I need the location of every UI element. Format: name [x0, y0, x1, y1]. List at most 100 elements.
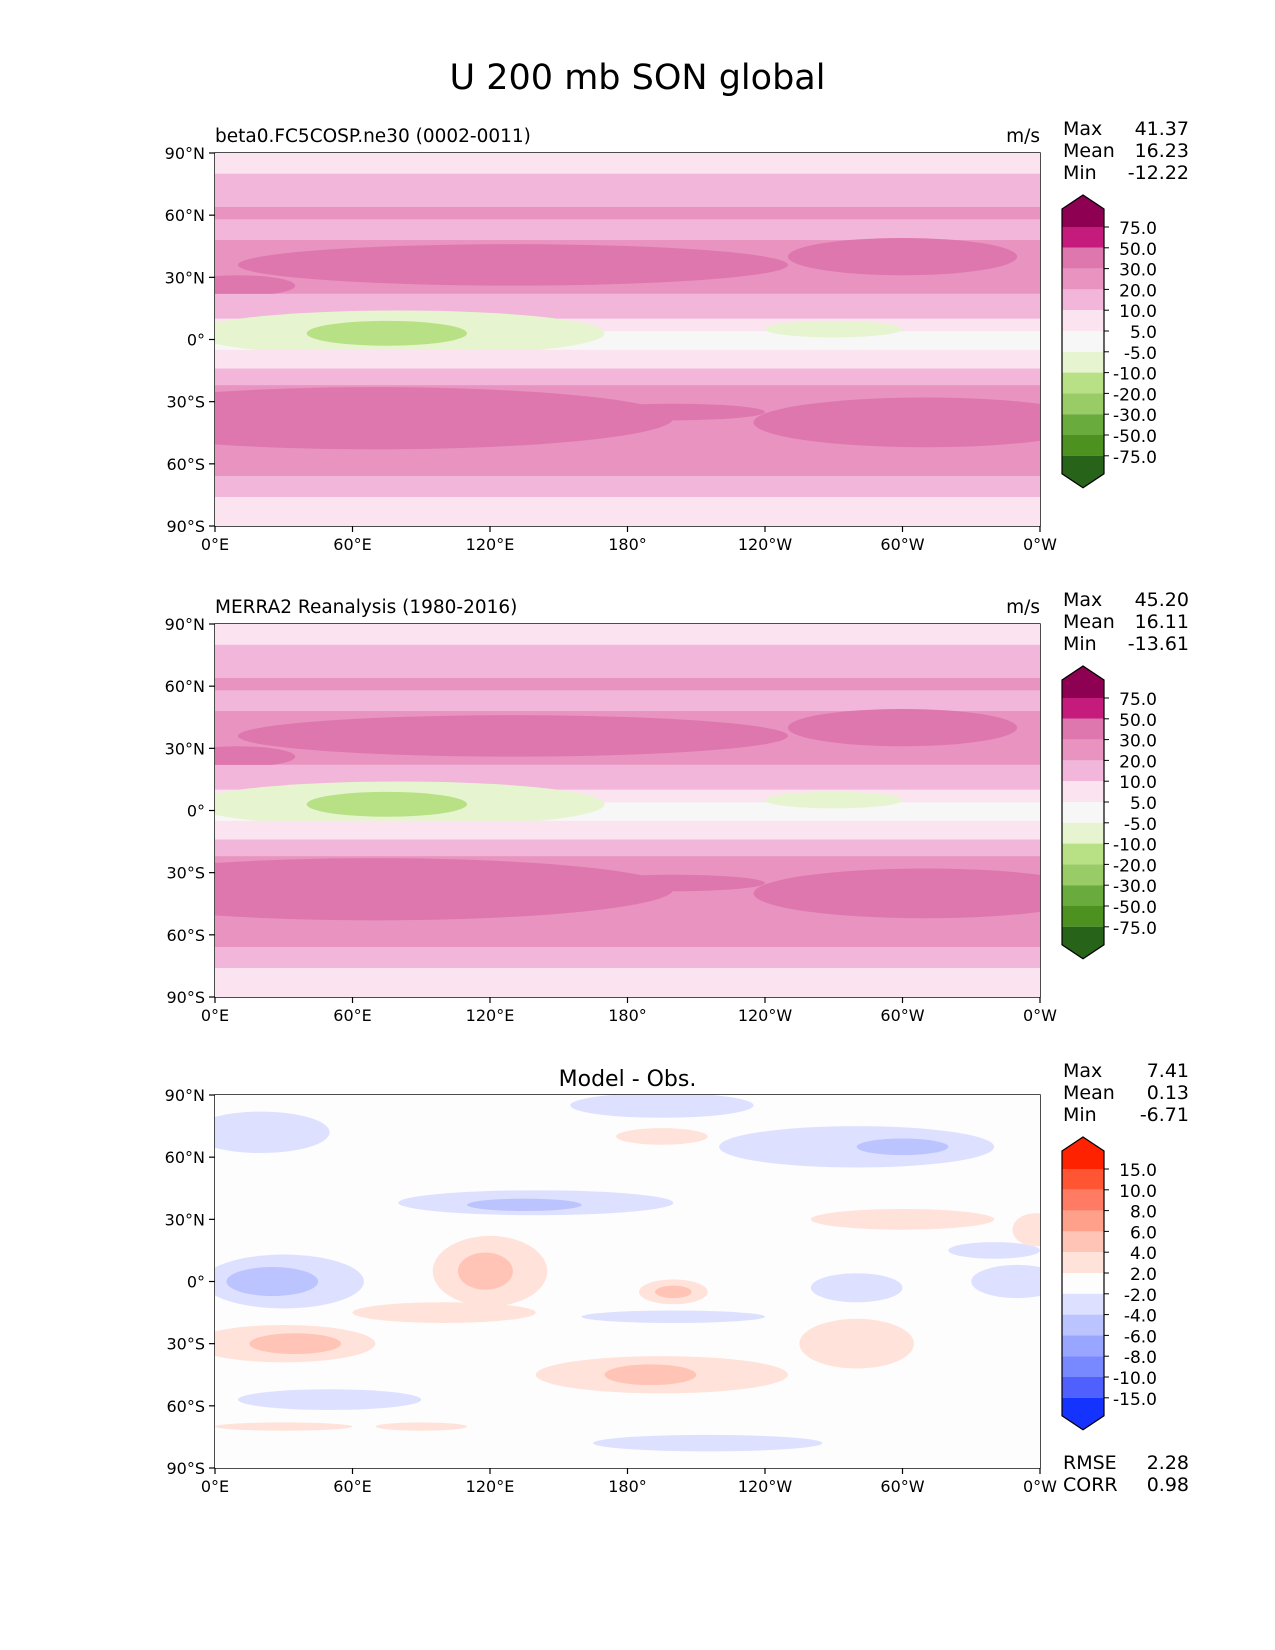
colorbar-tick-label: -8.0	[1124, 1348, 1157, 1368]
x-tick-label: 60°W	[880, 535, 924, 554]
colorbar-tick-label: 75.0	[1119, 690, 1157, 710]
colorbar: 75.050.030.020.010.05.0-5.0-10.0-20.0-30…	[1061, 194, 1157, 489]
stat-label-mean: Mean	[1063, 611, 1115, 633]
field-pos-region	[457, 1252, 513, 1290]
x-tick-label: 120°E	[466, 535, 515, 554]
y-tick-label: 0°	[187, 802, 205, 821]
colorbar-segment	[1062, 227, 1104, 248]
panel-title: Model - Obs.	[559, 1067, 697, 1092]
map-field-test	[215, 153, 1040, 526]
field-band	[215, 219, 1040, 241]
field-easterly-region	[306, 791, 468, 817]
y-tick-label: 30°S	[166, 1335, 205, 1354]
field-pos-region	[604, 1364, 697, 1386]
field-band	[215, 967, 1040, 997]
colorbar-tick-label: 5.0	[1130, 323, 1157, 343]
stat-value-max: 45.20	[1135, 589, 1189, 611]
stat-value-rmse: 2.28	[1147, 1452, 1189, 1474]
colorbar-tick-label: 75.0	[1119, 219, 1157, 239]
colorbar-segment	[1062, 1293, 1104, 1315]
colorbar-segment	[1062, 435, 1104, 456]
colorbar-segment	[1062, 698, 1104, 719]
stat-value-mean: 16.23	[1135, 140, 1189, 162]
colorbar-tick-label: -75.0	[1113, 448, 1157, 468]
colorbar-outline	[1061, 665, 1105, 960]
colorbar-segment	[1062, 1252, 1104, 1273]
stat-label-min: Min	[1063, 1104, 1097, 1126]
x-tick-label: 0°W	[1023, 1006, 1057, 1025]
field-band	[215, 349, 1040, 369]
y-tick-label: 30°S	[166, 864, 205, 883]
field-neg-region	[226, 1266, 319, 1297]
colorbar-tick-label: -10.0	[1113, 836, 1157, 856]
field-band	[215, 476, 1040, 497]
y-tick-label: 30°N	[165, 739, 205, 758]
colorbar-tick-label: -15.0	[1113, 1390, 1157, 1410]
colorbar-tick-label: 10.0	[1119, 302, 1157, 322]
colorbar-segment	[1062, 1169, 1104, 1190]
colorbar-tick-label: 5.0	[1130, 794, 1157, 814]
colorbar-tick-label: 50.0	[1119, 240, 1157, 260]
field-band	[215, 820, 1040, 840]
colorbar-top-extension	[1062, 195, 1104, 227]
colorbar-segment	[1062, 1210, 1104, 1232]
colorbar-segment	[1062, 310, 1104, 331]
colorbar-segment	[1062, 1231, 1104, 1253]
colorbar: 75.050.030.020.010.05.0-5.0-10.0-20.0-30…	[1061, 665, 1157, 960]
field-band	[215, 624, 1040, 645]
colorbar-top-extension	[1062, 1137, 1104, 1169]
y-tick-label: 90°N	[165, 144, 205, 163]
colorbar-bottom-extension	[1062, 1397, 1104, 1430]
field-band	[215, 173, 1040, 207]
y-tick-label: 90°S	[166, 517, 205, 536]
colorbar-tick-label: -2.0	[1124, 1286, 1157, 1306]
field-jet-core	[215, 275, 296, 296]
stat-value-min: -13.61	[1128, 633, 1189, 655]
field-easterly-region	[306, 320, 468, 346]
colorbar-segment	[1062, 247, 1104, 269]
stat-value-min: -6.71	[1140, 1104, 1189, 1126]
x-tick-label: 0°E	[201, 1477, 229, 1496]
colorbar-segment	[1062, 864, 1104, 886]
colorbar-tick-label: -10.0	[1113, 1369, 1157, 1389]
colorbar-tick-label: 30.0	[1119, 732, 1157, 752]
y-tick-label: 90°S	[166, 988, 205, 1007]
x-tick-label: 60°E	[333, 1477, 371, 1496]
y-tick-label: 30°N	[165, 1210, 205, 1229]
field-band	[215, 839, 1040, 857]
field-neg-region	[810, 1273, 903, 1303]
colorbar-segment	[1062, 351, 1104, 373]
colorbar-segment	[1062, 1314, 1104, 1336]
colorbar-tick-label: 15.0	[1119, 1161, 1157, 1181]
field-band	[215, 496, 1040, 526]
colorbar-top-extension	[1062, 666, 1104, 698]
colorbar-tick-label: -6.0	[1124, 1327, 1157, 1347]
colorbar-tick-label: -75.0	[1113, 919, 1157, 939]
map-panel-reference: MERRA2 Reanalysis (1980-2016) m/s 0°E 60°E 1…	[165, 589, 1189, 1025]
field-pos-region	[616, 1128, 708, 1145]
field-jet-core	[787, 237, 1018, 276]
colorbar-tick-label: 20.0	[1119, 281, 1157, 301]
stat-label-mean: Mean	[1063, 1082, 1115, 1104]
colorbar-segment	[1062, 1273, 1104, 1294]
field-easterly-region	[765, 320, 903, 338]
x-tick-label: 180°	[608, 1477, 647, 1496]
y-tick-label: 60°N	[165, 206, 205, 225]
field-easterly-region	[765, 791, 903, 809]
colorbar-segment	[1062, 781, 1104, 802]
field-pos-region	[352, 1302, 536, 1323]
field-jet-core	[237, 715, 788, 757]
colorbar-bottom-extension	[1062, 455, 1104, 488]
y-tick-label: 90°N	[165, 615, 205, 634]
field-band	[215, 644, 1040, 678]
colorbar-tick-label: -50.0	[1113, 898, 1157, 918]
colorbar-segment	[1062, 906, 1104, 927]
colorbar-tick-label: 8.0	[1130, 1203, 1157, 1223]
x-tick-label: 0°W	[1023, 1477, 1057, 1496]
colorbar-segment	[1062, 739, 1104, 761]
x-tick-label: 0°E	[201, 535, 229, 554]
x-tick-label: 180°	[608, 1006, 647, 1025]
x-tick-label: 60°W	[880, 1477, 924, 1496]
map-field-difference	[215, 1095, 1040, 1468]
panel-title: MERRA2 Reanalysis (1980-2016)	[215, 597, 517, 618]
